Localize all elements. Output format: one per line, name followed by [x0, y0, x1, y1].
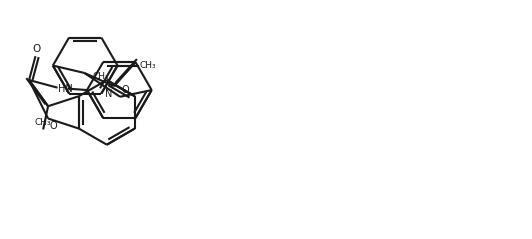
- Text: N: N: [105, 89, 112, 99]
- Text: CH₃: CH₃: [92, 72, 109, 81]
- Text: HN: HN: [57, 84, 72, 94]
- Text: CH₃: CH₃: [35, 118, 52, 127]
- Text: O: O: [122, 85, 130, 95]
- Text: O: O: [32, 44, 40, 54]
- Text: O: O: [49, 121, 57, 131]
- Text: CH₃: CH₃: [140, 61, 156, 70]
